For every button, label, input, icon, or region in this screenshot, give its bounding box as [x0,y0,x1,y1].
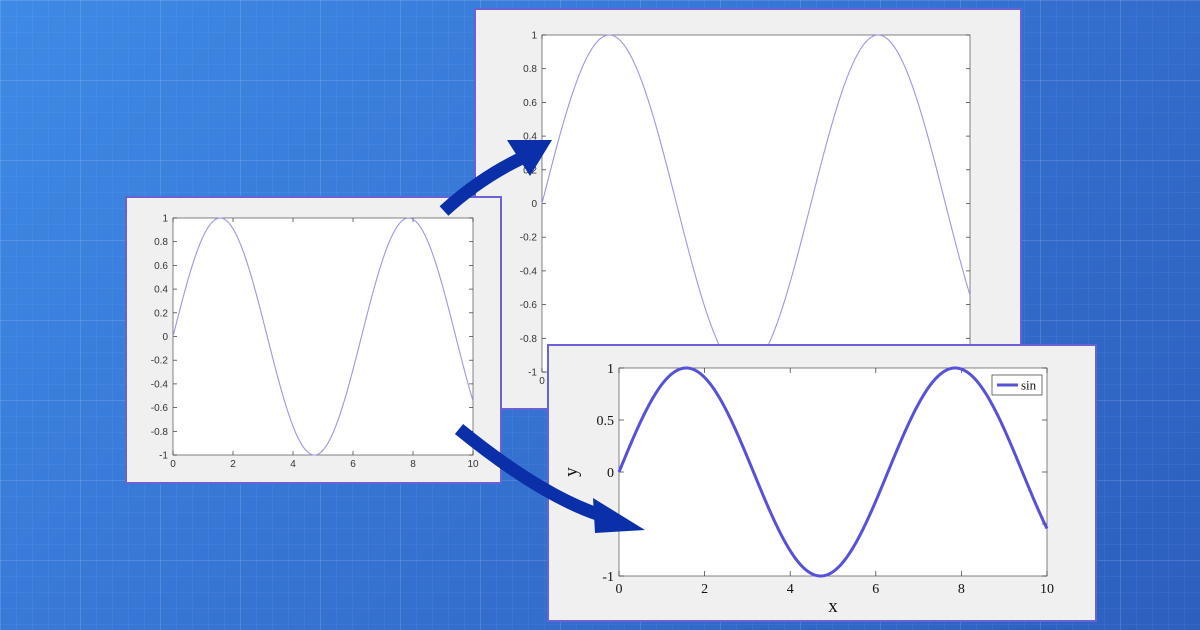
y-tick-label: 0.8 [523,64,537,75]
styled-figure: -1 0 0.5 1 0 2 4 6 8 10 x y sin [547,344,1097,622]
y-tick-label: -0.6 [151,403,169,414]
x-tick-label: 2 [701,582,708,597]
y-tick-label: 0.2 [154,308,168,319]
x-tick-label: 6 [350,459,356,470]
x-tick-label: 0 [170,459,176,470]
x-tick-label: 6 [872,582,879,597]
large-chart: -1 -0.8 -0.6 -0.4 -0.2 0 0.2 0.4 0.6 0.8 1 0 [520,31,971,387]
y-tick-label: -1 [159,451,168,462]
x-tick-label: 4 [290,459,296,470]
series-line-sin [617,366,1049,578]
y-tick-label: 0.6 [154,261,168,272]
legend-label: sin [1021,378,1037,393]
y-tick-label: 0.4 [523,132,537,143]
y-tick-label: -0.2 [520,233,538,244]
plot-area [541,34,971,373]
y-tick-label: 0.5 [597,414,615,429]
y-tick-label: -1 [602,570,614,585]
x-tick-label: 0 [539,376,545,387]
y-tick-label: -1 [528,368,537,379]
x-tick-label: 2 [230,459,236,470]
large-figure: -1 -0.8 -0.6 -0.4 -0.2 0 0.2 0.4 0.6 0.8 1 0 [474,8,1022,410]
y-tick-label: -0.8 [520,334,538,345]
y-tick-label: 0 [162,332,168,343]
x-tick-label: 8 [958,582,965,597]
y-axis-label: y [561,467,582,477]
y-tick-label: -0.4 [151,379,169,390]
small-chart: -1-0.8-0.6-0.4-0.200.20.40.60.810 2 4 6 8 10 [151,214,479,471]
y-tick-label: 0.6 [523,98,537,109]
small-figure: -1 -0.8 -0.6 -0.4 -0.2 0 0.2 0.4 0.6 0.8 1 0 2 4 6 8 10 [125,196,502,484]
y-tick-label: 0.2 [523,165,537,176]
plot-area [618,367,1048,577]
y-tick-label: 1 [162,214,168,225]
y-tick-label: 1 [607,362,614,377]
y-tick-label: 1 [531,31,537,42]
x-tick-label: 8 [410,459,416,470]
y-tick-label: 0.4 [154,285,168,296]
x-tick-label: 10 [1040,582,1054,597]
y-tick-label: 0.8 [154,237,168,248]
y-tick-label: 0 [531,199,537,210]
x-axis-label: x [828,596,838,617]
y-tick-label: 0 [607,466,614,481]
series-line-sin [172,217,474,456]
x-tick-label: 10 [467,459,479,470]
y-tick-label: -0.6 [520,300,538,311]
y-tick-label: -0.2 [151,356,169,367]
y-tick-label: -0.8 [151,427,169,438]
x-tick-label: 4 [787,582,794,597]
x-tick-label: 0 [616,582,623,597]
plot-area [172,217,474,456]
y-tick-label: -0.4 [520,266,538,277]
